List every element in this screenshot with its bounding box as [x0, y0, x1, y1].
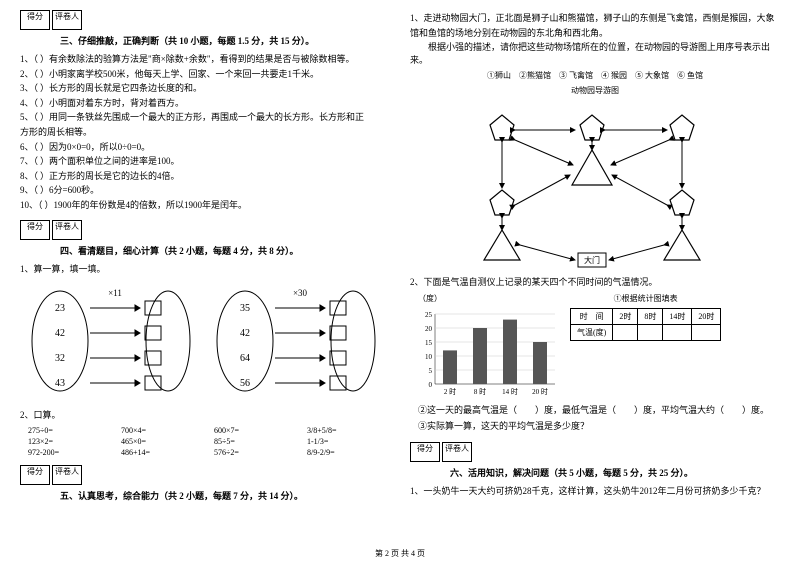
svg-text:2 时: 2 时 — [444, 387, 456, 396]
section4-title: 四、看清题目，细心计算（共 2 小题，每题 4 分，共 8 分）。 — [60, 244, 390, 257]
svg-text:42: 42 — [240, 328, 250, 339]
svg-text:15: 15 — [425, 339, 433, 347]
svg-text:0: 0 — [429, 381, 433, 389]
score-box-s6: 得分 评卷人 — [410, 442, 780, 462]
bar-chart: 25 20 15 10 5 0 2 时 8 时 14 时 20 时 — [410, 304, 560, 399]
svg-text:20: 20 — [425, 325, 433, 333]
svg-text:64: 64 — [240, 353, 250, 364]
reviewer-label: 评卷人 — [52, 10, 82, 30]
calc-diagram: 23 42 32 43 ×11 35 42 64 56 ×30 — [20, 281, 380, 401]
svg-text:32: 32 — [55, 353, 65, 364]
s6-q1: 1、一头奶牛一天大约可挤奶28千克，这样计算，这头奶牛2012年二月份可挤奶多少… — [410, 485, 780, 498]
s5-sub2: ②这一天的最高气温是（ ）度，最低气温是（ ）度，平均气温大约（ ）度。 — [418, 404, 780, 417]
section6-title: 六、活用知识，解决问题（共 5 小题，每题 5 分，共 25 分）。 — [450, 466, 780, 479]
svg-text:5: 5 — [429, 367, 433, 375]
svg-text:56: 56 — [240, 378, 250, 389]
svg-text:×11: ×11 — [108, 288, 122, 298]
svg-text:35: 35 — [240, 303, 250, 314]
svg-text:23: 23 — [55, 303, 65, 314]
s5-q1-l2: 馆和鱼馆的场地分别在动物园的东北角和西北角。 — [410, 27, 780, 40]
svg-text:14 时: 14 时 — [502, 387, 518, 396]
svg-text:25: 25 — [425, 311, 433, 319]
score-label: 得分 — [20, 10, 50, 30]
svg-text:20 时: 20 时 — [532, 387, 548, 396]
section3-questions: 1、（）有余数除法的验算方法是"商×除数+余数"，看得到的结果是否与被除数相等。… — [20, 53, 390, 212]
oral-calc-grid: 275÷0=700×4=600×7=3/8+5/8= 123×2=465×0=8… — [28, 426, 390, 457]
s4-q2: 2、口算。 — [20, 409, 390, 422]
svg-text:大门: 大门 — [584, 255, 600, 265]
svg-text:10: 10 — [425, 353, 433, 361]
s4-q1: 1、算一算，填一填。 — [20, 263, 390, 276]
s5-q2: 2、下面是气温自测仪上记录的某天四个不同时间的气温情况。 — [410, 276, 780, 289]
s5-q1-l1: 1、走进动物园大门，正北面是狮子山和熊猫馆，狮子山的东侧是飞禽馆，西侧是猴园，大… — [410, 12, 780, 25]
svg-text:8 时: 8 时 — [474, 387, 486, 396]
svg-text:43: 43 — [55, 378, 65, 389]
svg-text:×30: ×30 — [293, 288, 308, 298]
score-box-s4: 得分 评卷人 — [20, 220, 390, 240]
s5-q1-l3: 根据小强的描述，请你把这些动物场馆所在的位置，在动物园的导游图上用序号表示出来。 — [410, 41, 780, 66]
zoo-legend: ①狮山 ②熊猫馆 ③ 飞禽馆 ④ 猴园 ⑤ 大象馆 ⑥ 鱼馆 — [410, 70, 780, 81]
score-box-s5: 得分 评卷人 — [20, 465, 390, 485]
temperature-chart-area: （度） 25 20 15 10 5 — [410, 293, 780, 401]
temperature-table: 时 间 2时 8时 14时 20时 气温(度) — [570, 308, 721, 341]
section3-title: 三、仔细推敲，正确判断（共 10 小题，每题 1.5 分，共 15 分）。 — [60, 34, 390, 47]
svg-text:42: 42 — [55, 328, 65, 339]
zoo-map-title: 动物园导游图 — [410, 85, 780, 96]
s5-sub3: ③实际算一算，这天的平均气温是多少度？ — [418, 420, 780, 433]
page-footer: 第 2 页 共 4 页 — [0, 548, 800, 559]
chart-table-title: ①根据统计图填表 — [570, 293, 721, 304]
score-box-s3: 得分 评卷人 — [20, 10, 390, 30]
chart-ylabel: （度） — [418, 293, 560, 304]
section5-title: 五、认真思考，综合能力（共 2 小题，每题 7 分，共 14 分）。 — [60, 489, 390, 502]
zoo-map: 大门 — [445, 100, 745, 270]
